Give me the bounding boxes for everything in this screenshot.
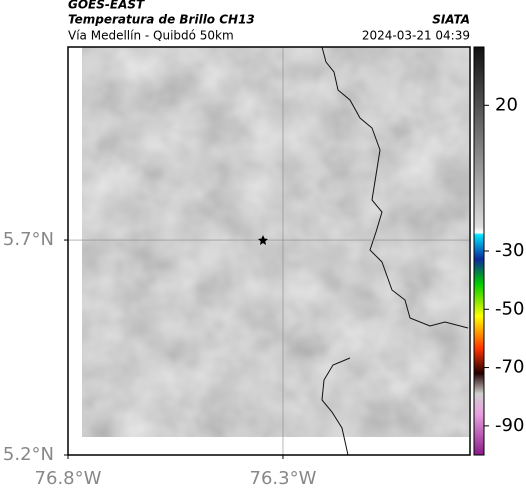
colorbar — [473, 46, 485, 456]
location-marker — [258, 235, 268, 245]
org: SIATA — [432, 13, 470, 27]
colorbar-tick-label: -50 — [495, 298, 524, 319]
colorbar-tick-label: -90 — [495, 415, 524, 436]
source: GOES-EAST — [68, 0, 145, 12]
colorbar-tick-label: -70 — [495, 357, 524, 378]
colorbar-tick-label: -30 — [495, 240, 524, 261]
satellite-image — [82, 47, 469, 437]
y-tick-label: 5.2°N — [3, 444, 54, 465]
y-tick-label: 5.7°N — [3, 229, 54, 250]
colorbar-tick-label: 20 — [495, 94, 518, 115]
x-tick-label: 76.8°W — [35, 468, 102, 489]
timestamp: 2024-03-21 04:39 — [362, 29, 470, 43]
x-tick-label: 76.3°W — [250, 468, 317, 489]
header: GOES-EAST Temperatura de Brillo CH13 SIA… — [68, 0, 470, 43]
map-frame — [67, 46, 471, 456]
title: Temperatura de Brillo CH13 — [68, 13, 255, 27]
colorbar-axis: 20 -30 -50 -70 -90 — [484, 94, 524, 436]
subtitle: Vía Medellín - Quibdó 50km — [68, 29, 234, 43]
boundary — [321, 46, 469, 456]
